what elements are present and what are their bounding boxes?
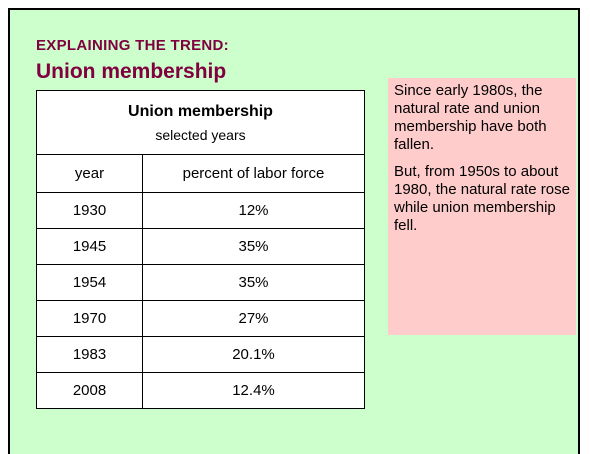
- note-box: Since early 1980s, the natural rate and …: [388, 78, 576, 335]
- table-cell: 35%: [142, 264, 365, 301]
- table-cell: 1930: [36, 192, 143, 229]
- table-cell: 12%: [142, 192, 365, 229]
- column-header: percent of labor force: [142, 154, 365, 193]
- table-row: 1970 27%: [36, 300, 365, 337]
- table-row: 1954 35%: [36, 264, 365, 301]
- table-caption: Union membership selected years: [36, 90, 365, 155]
- table-row: 1945 35%: [36, 228, 365, 265]
- kicker: EXPLAINING THE TREND:: [36, 37, 229, 54]
- table-subtitle: selected years: [155, 126, 246, 143]
- table-row: 1930 12%: [36, 192, 365, 229]
- table: Union membership selected years year per…: [36, 90, 365, 409]
- table-cell: 12.4%: [142, 372, 365, 409]
- table-cell: 1983: [36, 336, 143, 373]
- table-cell: 1945: [36, 228, 143, 265]
- table-cell: 27%: [142, 300, 365, 337]
- table-title: Union membership: [128, 102, 273, 120]
- table-row: 2008 12.4%: [36, 372, 365, 409]
- slide: EXPLAINING THE TREND: Union membership U…: [8, 8, 580, 454]
- table-cell: 2008: [36, 372, 143, 409]
- table-cell: 35%: [142, 228, 365, 265]
- note-paragraph: But, from 1950s to about 1980, the natur…: [394, 163, 570, 234]
- note-paragraph: Since early 1980s, the natural rate and …: [394, 82, 547, 153]
- table-cell: 20.1%: [142, 336, 365, 373]
- slide-title: Union membership: [36, 60, 227, 83]
- table-cell: 1970: [36, 300, 143, 337]
- table-cell: 1954: [36, 264, 143, 301]
- column-header: year: [36, 154, 143, 193]
- table-row: 1983 20.1%: [36, 336, 365, 373]
